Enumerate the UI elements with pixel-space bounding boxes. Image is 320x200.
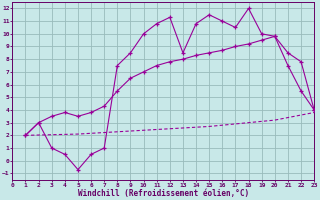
X-axis label: Windchill (Refroidissement éolien,°C): Windchill (Refroidissement éolien,°C) <box>78 189 249 198</box>
